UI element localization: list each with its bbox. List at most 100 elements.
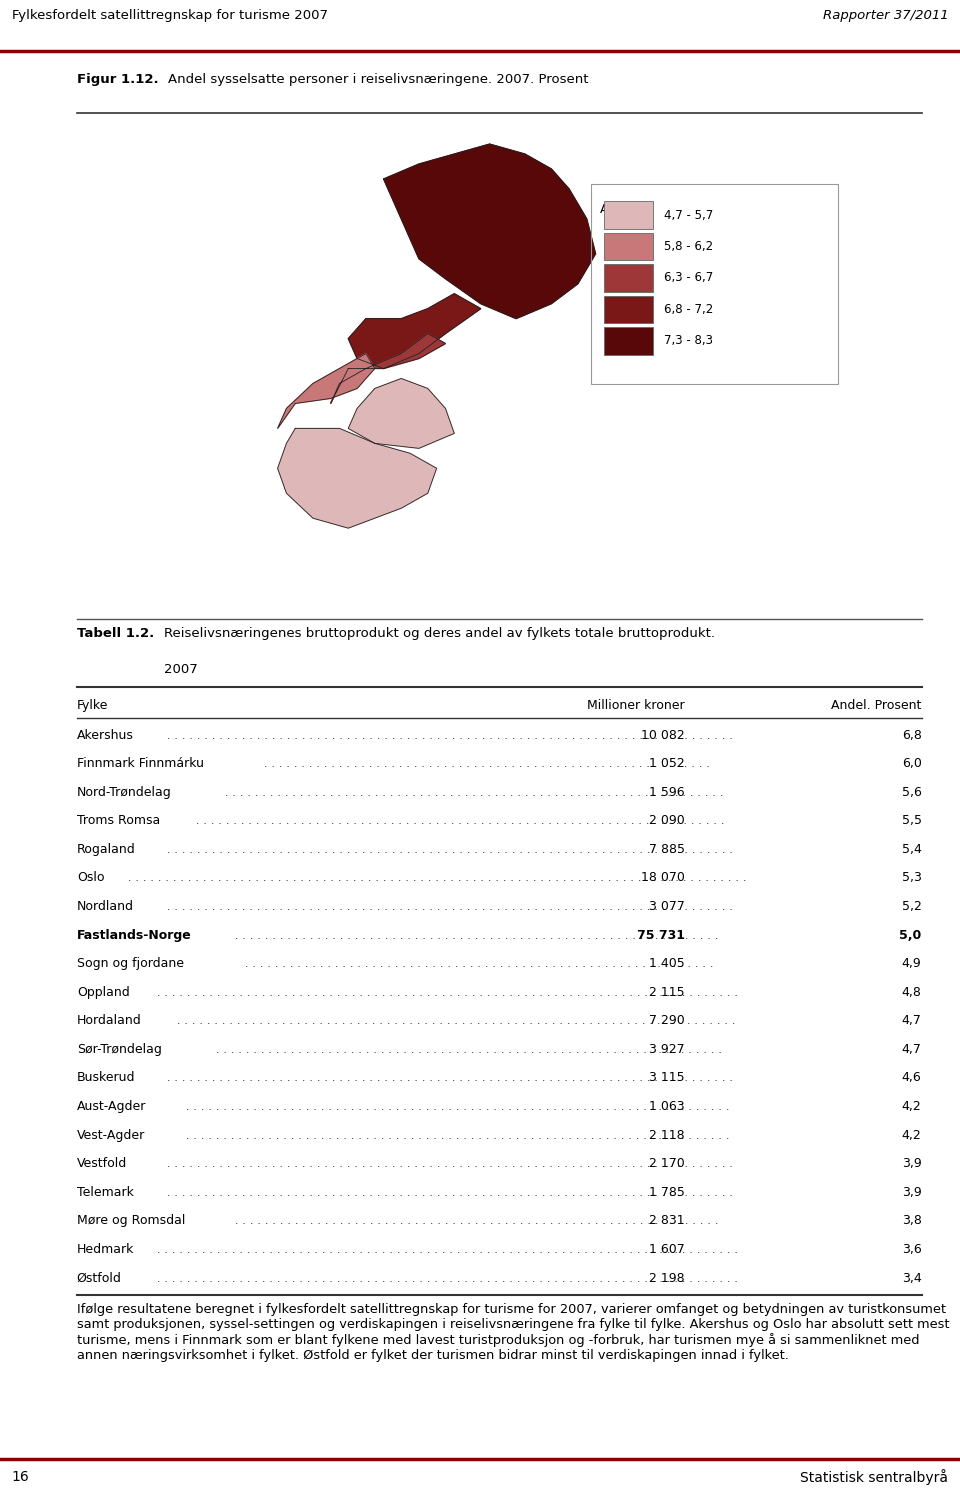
Text: . . . . . . . . . . . . . . . . . . . . . . . . . . . . . . . . . . . . . . . . : . . . . . . . . . . . . . . . . . . . . … xyxy=(192,814,725,828)
Text: 3,6: 3,6 xyxy=(901,1243,922,1255)
Text: Troms Romsa: Troms Romsa xyxy=(77,814,160,828)
Text: . . . . . . . . . . . . . . . . . . . . . . . . . . . . . . . . . . . . . . . . : . . . . . . . . . . . . . . . . . . . . … xyxy=(173,1014,735,1027)
Text: Finnmark Finnmárku: Finnmark Finnmárku xyxy=(77,756,204,770)
Text: 6,0: 6,0 xyxy=(901,756,922,770)
Text: 16: 16 xyxy=(12,1470,29,1483)
Text: 6,8: 6,8 xyxy=(901,728,922,742)
Text: Nordland: Nordland xyxy=(77,899,133,913)
Bar xyxy=(591,185,838,384)
Text: 3,4: 3,4 xyxy=(901,1272,922,1285)
Text: Telemark: Telemark xyxy=(77,1185,133,1199)
Text: 4,7: 4,7 xyxy=(901,1014,922,1027)
Text: . . . . . . . . . . . . . . . . . . . . . . . . . . . . . . . . . . . . . . . . : . . . . . . . . . . . . . . . . . . . . … xyxy=(163,1185,733,1199)
Text: 5,6: 5,6 xyxy=(901,786,922,798)
Text: Buskerud: Buskerud xyxy=(77,1072,135,1084)
Text: 2 198: 2 198 xyxy=(649,1272,685,1285)
Text: 4,8: 4,8 xyxy=(901,986,922,999)
Text: 10 082: 10 082 xyxy=(641,728,685,742)
Text: 3,9: 3,9 xyxy=(901,1157,922,1170)
Text: . . . . . . . . . . . . . . . . . . . . . . . . . . . . . . . . . . . . . . . . : . . . . . . . . . . . . . . . . . . . . … xyxy=(163,1072,733,1084)
Text: Fastlands-Norge: Fastlands-Norge xyxy=(77,929,192,941)
Text: Rapporter 37/2011: Rapporter 37/2011 xyxy=(823,9,948,22)
Text: Millioner kroner: Millioner kroner xyxy=(588,700,685,712)
Text: 2 090: 2 090 xyxy=(649,814,685,828)
Text: Nord-Trøndelag: Nord-Trøndelag xyxy=(77,786,172,798)
Text: . . . . . . . . . . . . . . . . . . . . . . . . . . . . . . . . . . . . . . . . : . . . . . . . . . . . . . . . . . . . . … xyxy=(182,1100,730,1114)
Text: . . . . . . . . . . . . . . . . . . . . . . . . . . . . . . . . . . . . . . . . : . . . . . . . . . . . . . . . . . . . . … xyxy=(182,1129,730,1142)
Text: Hordaland: Hordaland xyxy=(77,1014,141,1027)
Text: 7,3 - 8,3: 7,3 - 8,3 xyxy=(663,335,712,347)
Text: 3 077: 3 077 xyxy=(649,899,685,913)
Text: 4,6: 4,6 xyxy=(901,1072,922,1084)
Text: Fylke: Fylke xyxy=(77,700,108,712)
Polygon shape xyxy=(384,144,595,319)
Text: 2 118: 2 118 xyxy=(649,1129,685,1142)
Text: 4,7 - 5,7: 4,7 - 5,7 xyxy=(663,208,713,222)
Text: . . . . . . . . . . . . . . . . . . . . . . . . . . . . . . . . . . . . . . . . : . . . . . . . . . . . . . . . . . . . . … xyxy=(163,899,733,913)
Text: . . . . . . . . . . . . . . . . . . . . . . . . . . . . . . . . . . . . . . . . : . . . . . . . . . . . . . . . . . . . . … xyxy=(231,929,718,941)
Text: 4,2: 4,2 xyxy=(901,1129,922,1142)
Text: Aust-Agder: Aust-Agder xyxy=(77,1100,146,1114)
Text: . . . . . . . . . . . . . . . . . . . . . . . . . . . . . . . . . . . . . . . . : . . . . . . . . . . . . . . . . . . . . … xyxy=(260,756,710,770)
Text: 2007: 2007 xyxy=(164,664,198,676)
Text: Vest-Agder: Vest-Agder xyxy=(77,1129,145,1142)
Text: Reiselivsnæringenes bruttoprodukt og deres andel av fylkets totale bruttoprodukt: Reiselivsnæringenes bruttoprodukt og der… xyxy=(164,627,715,640)
Text: Østfold: Østfold xyxy=(77,1272,122,1285)
Text: . . . . . . . . . . . . . . . . . . . . . . . . . . . . . . . . . . . . . . . . : . . . . . . . . . . . . . . . . . . . . … xyxy=(154,1243,738,1255)
Text: 5,3: 5,3 xyxy=(901,871,922,884)
Text: Hedmark: Hedmark xyxy=(77,1243,134,1255)
Text: . . . . . . . . . . . . . . . . . . . . . . . . . . . . . . . . . . . . . . . . : . . . . . . . . . . . . . . . . . . . . … xyxy=(163,1157,733,1170)
Text: Figur 1.12.: Figur 1.12. xyxy=(77,73,158,86)
Polygon shape xyxy=(330,334,445,404)
Text: Oppland: Oppland xyxy=(77,986,130,999)
Text: Vestfold: Vestfold xyxy=(77,1157,127,1170)
Bar xyxy=(605,264,653,292)
Text: 2 170: 2 170 xyxy=(649,1157,685,1170)
Text: 5,5: 5,5 xyxy=(901,814,922,828)
Polygon shape xyxy=(348,293,481,369)
Text: . . . . . . . . . . . . . . . . . . . . . . . . . . . . . . . . . . . . . . . . : . . . . . . . . . . . . . . . . . . . . … xyxy=(154,986,738,999)
Text: . . . . . . . . . . . . . . . . . . . . . . . . . . . . . . . . . . . . . . . . : . . . . . . . . . . . . . . . . . . . . … xyxy=(241,957,713,971)
Text: Andeler: Andeler xyxy=(600,204,649,216)
Text: 4,9: 4,9 xyxy=(901,957,922,971)
Text: Andel sysselsatte personer i reiselivsnæringene. 2007. Prosent: Andel sysselsatte personer i reiselivsnæ… xyxy=(151,73,588,86)
Text: Tabell 1.2.: Tabell 1.2. xyxy=(77,627,154,640)
Text: 2 831: 2 831 xyxy=(649,1215,685,1227)
Text: Ifølge resultatene beregnet i fylkesfordelt satellittregnskap for turisme for 20: Ifølge resultatene beregnet i fylkesford… xyxy=(77,1303,949,1362)
Text: 3 927: 3 927 xyxy=(649,1042,685,1056)
Text: 6,3 - 6,7: 6,3 - 6,7 xyxy=(663,271,713,284)
Text: Møre og Romsdal: Møre og Romsdal xyxy=(77,1215,185,1227)
Bar xyxy=(605,232,653,261)
Text: 7 290: 7 290 xyxy=(649,1014,685,1027)
Text: . . . . . . . . . . . . . . . . . . . . . . . . . . . . . . . . . . . . . . . . : . . . . . . . . . . . . . . . . . . . . … xyxy=(154,1272,738,1285)
Text: 4,2: 4,2 xyxy=(901,1100,922,1114)
Text: . . . . . . . . . . . . . . . . . . . . . . . . . . . . . . . . . . . . . . . . : . . . . . . . . . . . . . . . . . . . . … xyxy=(124,871,747,884)
Bar xyxy=(605,201,653,229)
Text: 1 052: 1 052 xyxy=(649,756,685,770)
Polygon shape xyxy=(277,429,437,529)
Text: 1 785: 1 785 xyxy=(649,1185,685,1199)
Text: 3,8: 3,8 xyxy=(901,1215,922,1227)
Text: 2 115: 2 115 xyxy=(649,986,685,999)
Text: 1 405: 1 405 xyxy=(649,957,685,971)
Text: Akershus: Akershus xyxy=(77,728,133,742)
Text: Sogn og fjordane: Sogn og fjordane xyxy=(77,957,183,971)
Text: 7 885: 7 885 xyxy=(649,843,685,856)
Text: . . . . . . . . . . . . . . . . . . . . . . . . . . . . . . . . . . . . . . . . : . . . . . . . . . . . . . . . . . . . . … xyxy=(211,1042,722,1056)
Text: . . . . . . . . . . . . . . . . . . . . . . . . . . . . . . . . . . . . . . . . : . . . . . . . . . . . . . . . . . . . . … xyxy=(231,1215,718,1227)
Text: . . . . . . . . . . . . . . . . . . . . . . . . . . . . . . . . . . . . . . . . : . . . . . . . . . . . . . . . . . . . . … xyxy=(163,728,733,742)
Text: . . . . . . . . . . . . . . . . . . . . . . . . . . . . . . . . . . . . . . . . : . . . . . . . . . . . . . . . . . . . . … xyxy=(221,786,724,798)
Text: Andel. Prosent: Andel. Prosent xyxy=(831,700,922,712)
Text: 5,4: 5,4 xyxy=(901,843,922,856)
Text: 3 115: 3 115 xyxy=(649,1072,685,1084)
Bar xyxy=(605,296,653,323)
Text: Sør-Trøndelag: Sør-Trøndelag xyxy=(77,1042,161,1056)
Text: 1 063: 1 063 xyxy=(649,1100,685,1114)
Text: 5,8 - 6,2: 5,8 - 6,2 xyxy=(663,240,712,253)
Text: 75 731: 75 731 xyxy=(637,929,685,941)
Text: 5,2: 5,2 xyxy=(901,899,922,913)
Text: 6,8 - 7,2: 6,8 - 7,2 xyxy=(663,302,713,316)
Text: . . . . . . . . . . . . . . . . . . . . . . . . . . . . . . . . . . . . . . . . : . . . . . . . . . . . . . . . . . . . . … xyxy=(163,843,733,856)
Text: Rogaland: Rogaland xyxy=(77,843,135,856)
Text: 1 596: 1 596 xyxy=(649,786,685,798)
